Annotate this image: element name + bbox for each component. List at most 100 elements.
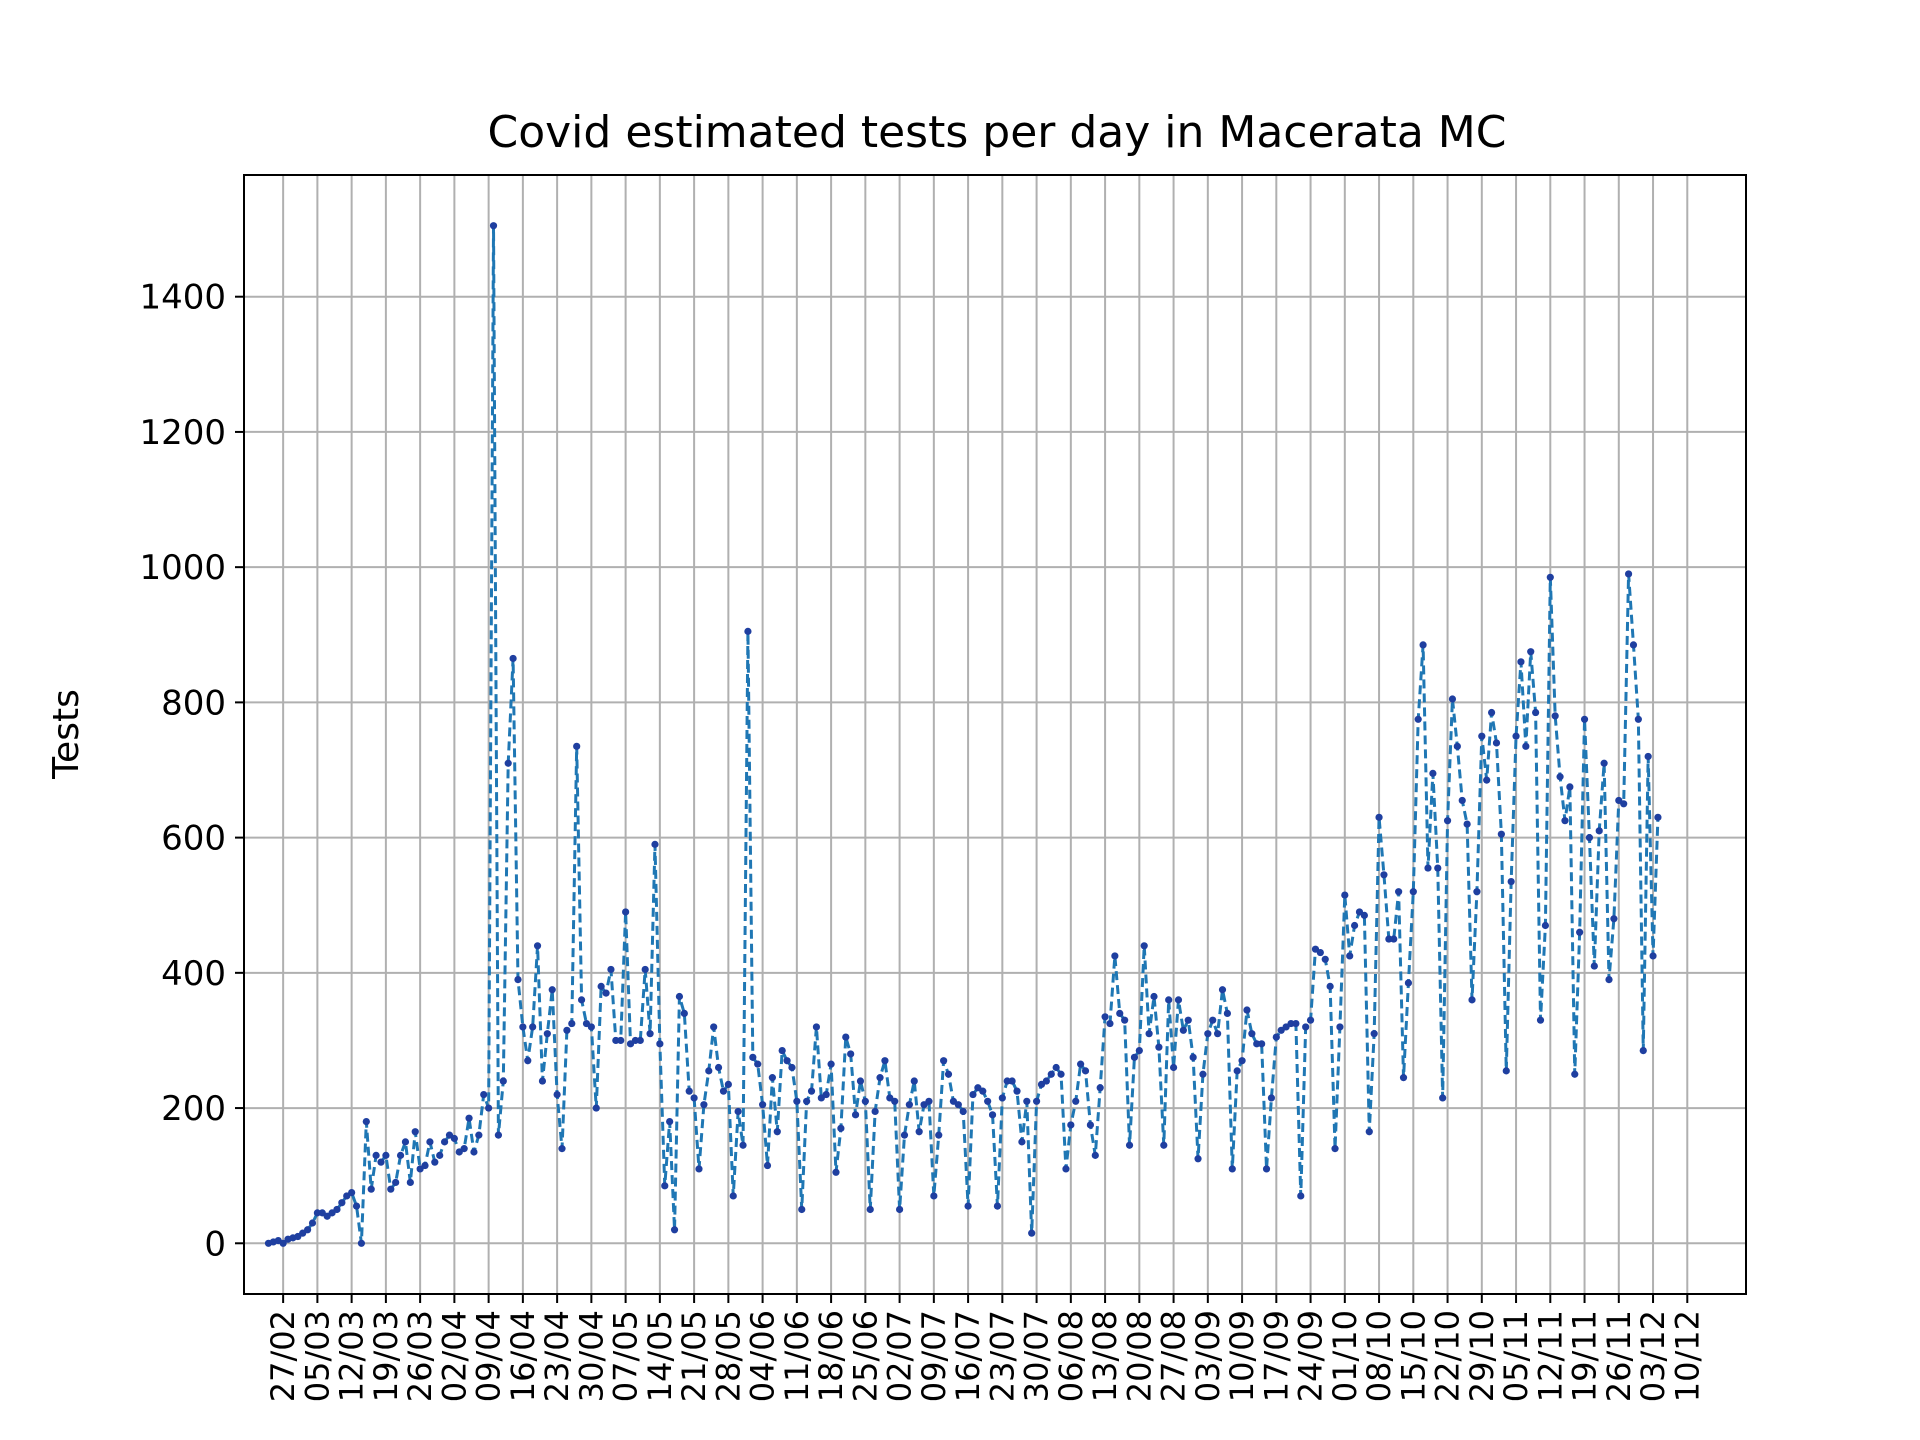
x-tick-label: 27/02 bbox=[264, 1310, 302, 1402]
data-point bbox=[440, 1138, 449, 1146]
data-point bbox=[832, 1168, 840, 1176]
data-point bbox=[954, 1101, 962, 1109]
x-tick-label: 30/07 bbox=[1018, 1310, 1056, 1402]
data-point bbox=[470, 1148, 478, 1156]
data-point bbox=[807, 1087, 816, 1095]
x-tick-label: 24/09 bbox=[1292, 1310, 1330, 1402]
x-tick-label: 18/06 bbox=[812, 1310, 850, 1402]
data-point bbox=[710, 1023, 718, 1031]
data-point bbox=[1585, 834, 1594, 842]
y-tick-label: 400 bbox=[161, 954, 226, 994]
data-point bbox=[460, 1145, 468, 1153]
x-tick-label: 27/08 bbox=[1155, 1310, 1193, 1402]
x-tick-label: 02/07 bbox=[881, 1310, 919, 1402]
data-point bbox=[1008, 1077, 1016, 1085]
data-point bbox=[519, 1023, 527, 1031]
data-point bbox=[465, 1114, 473, 1122]
data-point bbox=[1331, 1145, 1339, 1153]
data-point bbox=[1390, 935, 1398, 943]
data-point bbox=[1047, 1070, 1055, 1078]
data-point bbox=[690, 1094, 698, 1102]
data-point bbox=[1057, 1070, 1065, 1078]
data-point bbox=[788, 1063, 796, 1072]
x-tick-label: 16/07 bbox=[949, 1310, 987, 1402]
data-point bbox=[1439, 1094, 1447, 1102]
data-point bbox=[1223, 1009, 1231, 1018]
data-point bbox=[367, 1185, 375, 1193]
data-point bbox=[925, 1097, 933, 1105]
data-point bbox=[1018, 1138, 1026, 1146]
data-point bbox=[1453, 742, 1461, 750]
data-point bbox=[1370, 1030, 1378, 1038]
data-point bbox=[964, 1202, 972, 1210]
data-point bbox=[1365, 1128, 1373, 1136]
data-point bbox=[1546, 573, 1554, 581]
data-point bbox=[900, 1131, 909, 1139]
data-point bbox=[543, 1030, 551, 1038]
data-point bbox=[1536, 1016, 1545, 1024]
data-point bbox=[622, 908, 630, 916]
data-point bbox=[1487, 708, 1496, 717]
data-point bbox=[1214, 1030, 1222, 1038]
data-point bbox=[421, 1161, 429, 1170]
data-point bbox=[1189, 1053, 1197, 1061]
data-point bbox=[475, 1131, 483, 1139]
data-point bbox=[592, 1104, 600, 1112]
data-point bbox=[577, 996, 586, 1004]
data-point bbox=[1473, 888, 1481, 896]
data-point bbox=[759, 1101, 767, 1109]
data-point bbox=[1121, 1016, 1129, 1024]
y-axis: 0 200 400 600 800 1000 1200 1400 bbox=[139, 278, 244, 1264]
data-point bbox=[1091, 1151, 1099, 1159]
data-point bbox=[553, 1090, 561, 1099]
data-point bbox=[1395, 888, 1403, 896]
data-point bbox=[1258, 1040, 1266, 1048]
data-point bbox=[1233, 1067, 1241, 1075]
data-point bbox=[778, 1046, 786, 1055]
data-point bbox=[705, 1067, 713, 1075]
data-point bbox=[1492, 739, 1501, 747]
data-point bbox=[984, 1097, 992, 1105]
data-point bbox=[304, 1226, 312, 1234]
data-point bbox=[1360, 911, 1368, 919]
data-point bbox=[1399, 1074, 1408, 1082]
data-point bbox=[1629, 641, 1638, 649]
data-point bbox=[812, 1023, 821, 1031]
data-point bbox=[392, 1178, 400, 1187]
data-point bbox=[666, 1117, 674, 1126]
data-point bbox=[1502, 1067, 1510, 1075]
data-point bbox=[930, 1192, 938, 1200]
data-point bbox=[1204, 1030, 1212, 1038]
data-point bbox=[636, 1036, 644, 1045]
data-point bbox=[822, 1090, 830, 1099]
data-point bbox=[861, 1097, 869, 1105]
data-point bbox=[362, 1117, 370, 1126]
data-point bbox=[1649, 952, 1657, 960]
x-tick-label: 14/05 bbox=[641, 1310, 679, 1402]
data-point bbox=[739, 1141, 747, 1149]
data-point bbox=[411, 1128, 419, 1136]
data-point bbox=[1023, 1097, 1031, 1105]
x-tick-label: 05/11 bbox=[1497, 1310, 1535, 1402]
data-point bbox=[842, 1033, 850, 1041]
data-point bbox=[1639, 1046, 1647, 1055]
data-point bbox=[333, 1205, 341, 1214]
x-tick-label: 29/10 bbox=[1463, 1310, 1501, 1402]
data-point bbox=[529, 1023, 537, 1031]
x-tick-label: 19/11 bbox=[1566, 1310, 1604, 1402]
y-tick-label: 1200 bbox=[139, 413, 226, 453]
data-point bbox=[959, 1107, 967, 1116]
x-tick-label: 12/11 bbox=[1531, 1310, 1569, 1402]
data-point bbox=[670, 1226, 679, 1234]
data-point bbox=[1140, 942, 1148, 950]
data-point bbox=[352, 1202, 361, 1210]
data-point bbox=[436, 1151, 444, 1159]
data-point bbox=[1209, 1016, 1217, 1024]
data-point bbox=[1414, 715, 1422, 723]
data-point bbox=[1463, 820, 1471, 828]
data-point bbox=[1179, 1026, 1187, 1034]
data-point bbox=[1106, 1019, 1114, 1028]
data-point bbox=[279, 1239, 287, 1247]
y-tick-label: 0 bbox=[204, 1224, 226, 1264]
